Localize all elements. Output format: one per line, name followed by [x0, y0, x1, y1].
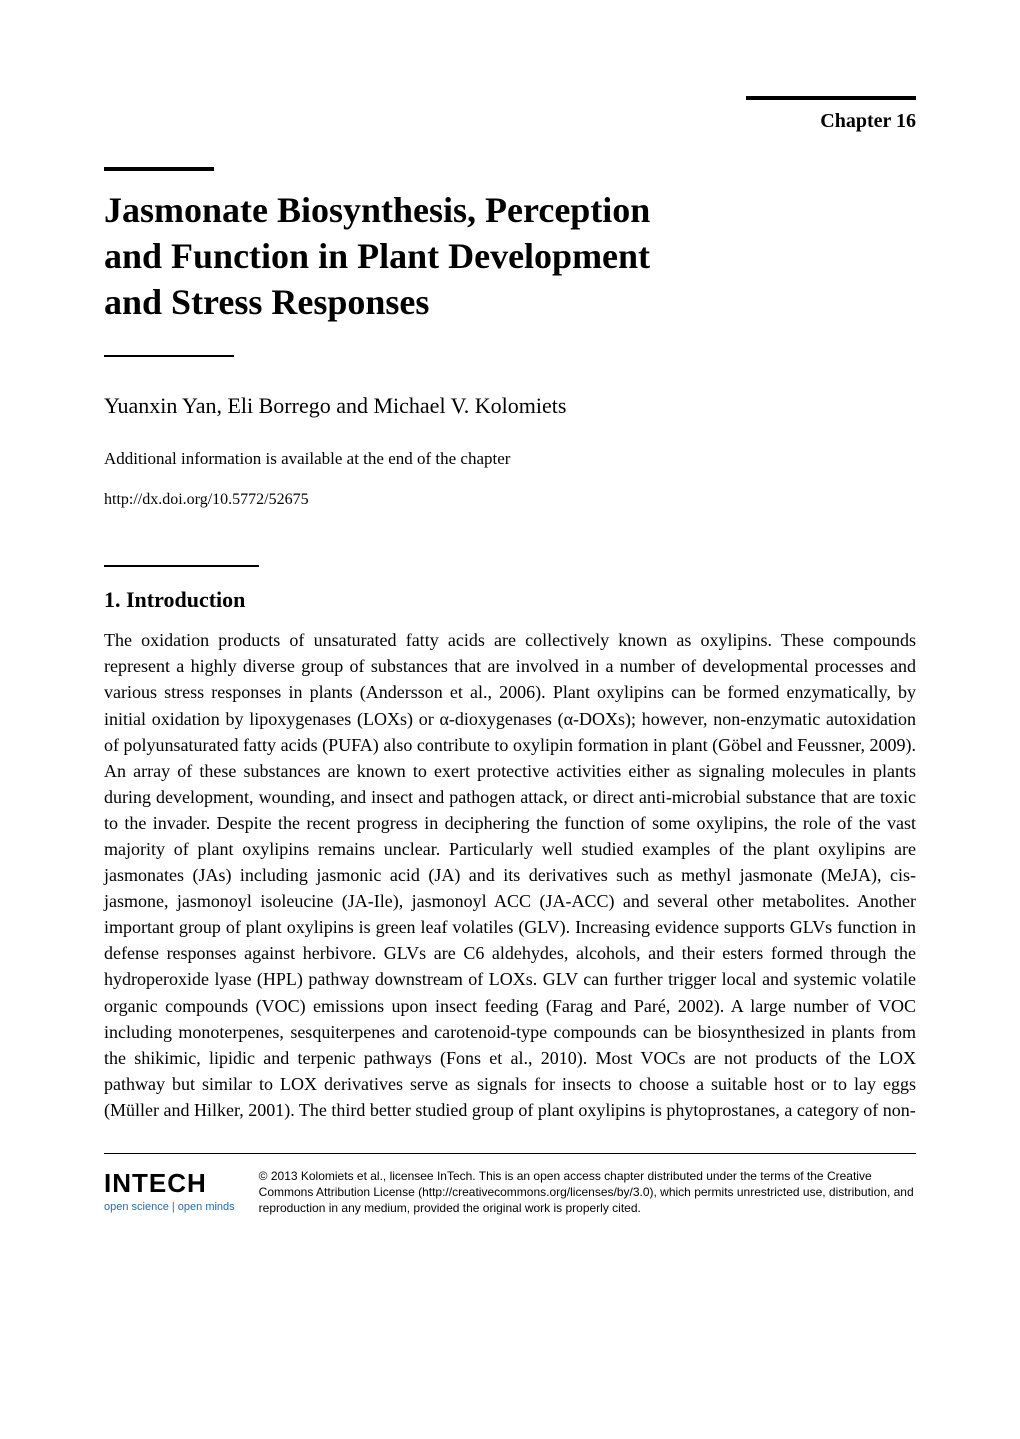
- title-rule-above: [104, 167, 214, 171]
- title-line-3: and Stress Responses: [104, 282, 429, 322]
- publisher-name: INTECH: [104, 1168, 235, 1199]
- top-rule: [746, 96, 916, 100]
- copyright-text: © 2013 Kolomiets et al., licensee InTech…: [259, 1168, 916, 1217]
- publisher-tagline: open science | open minds: [104, 1201, 235, 1213]
- chapter-label: Chapter 16: [104, 110, 916, 133]
- chapter-title: Jasmonate Biosynthesis, Perception and F…: [104, 187, 916, 325]
- publisher-logo: INTECH open science | open minds: [104, 1168, 235, 1213]
- section-heading: 1. Introduction: [104, 587, 916, 613]
- footer-rule: [104, 1153, 916, 1154]
- doi-link[interactable]: http://dx.doi.org/10.5772/52675: [104, 491, 916, 509]
- authors: Yuanxin Yan, Eli Borrego and Michael V. …: [104, 393, 916, 419]
- page: Chapter 16 Jasmonate Biosynthesis, Perce…: [0, 0, 1020, 1439]
- additional-info: Additional information is available at t…: [104, 449, 916, 469]
- title-line-2: and Function in Plant Development: [104, 236, 650, 276]
- section-rule: [104, 565, 259, 567]
- title-line-1: Jasmonate Biosynthesis, Perception: [104, 190, 650, 230]
- title-rule-below: [104, 355, 234, 357]
- body-paragraph: The oxidation products of unsaturated fa…: [104, 627, 916, 1123]
- footer: INTECH open science | open minds © 2013 …: [104, 1168, 916, 1217]
